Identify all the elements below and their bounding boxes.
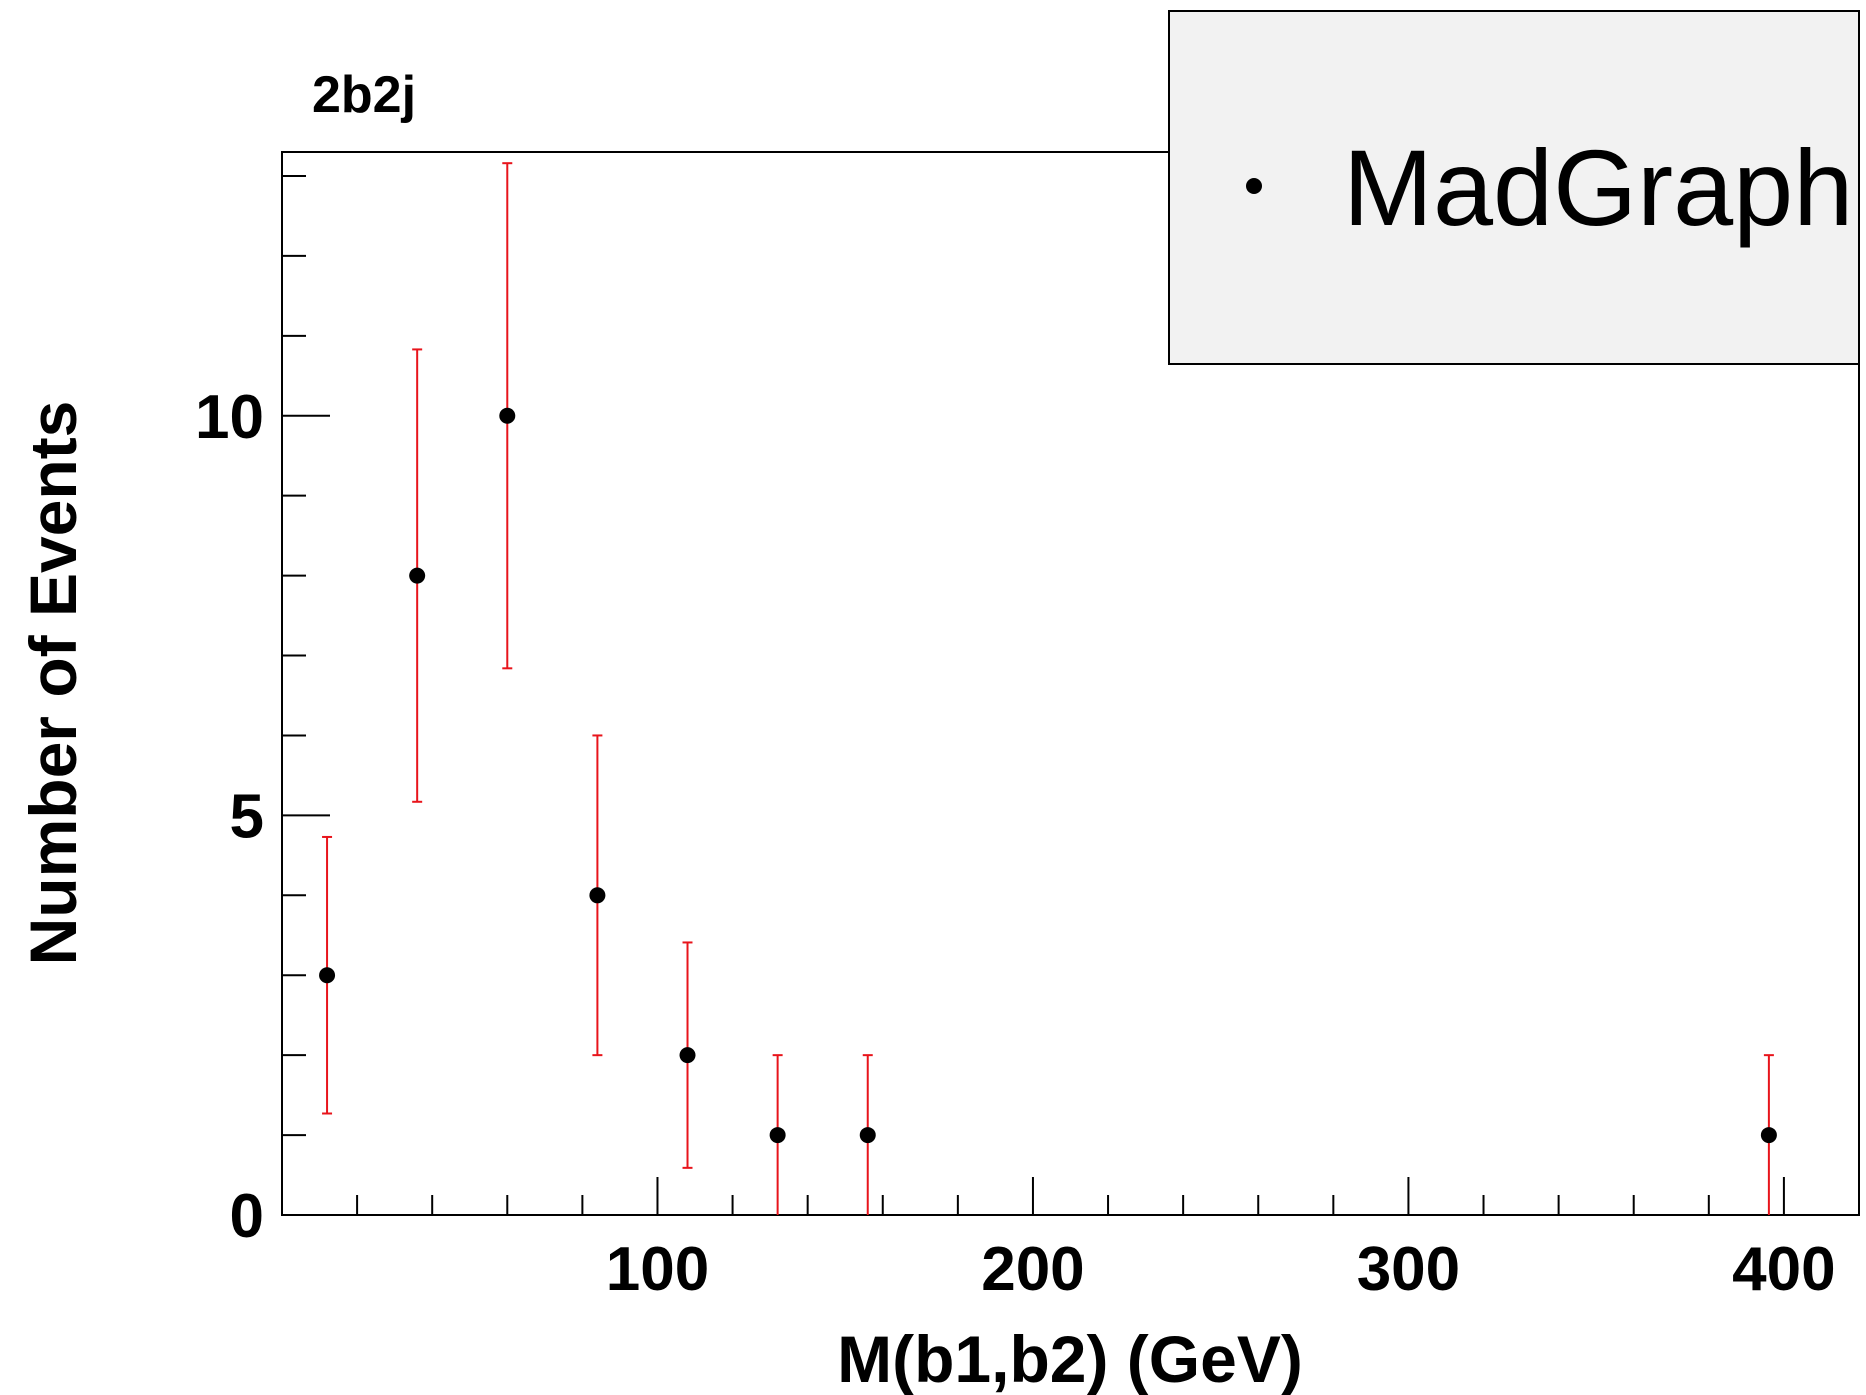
- legend-entry: MadGraph: [1343, 127, 1853, 248]
- legend-marker: [1246, 178, 1262, 194]
- data-point: [499, 407, 516, 424]
- data-point: [589, 887, 606, 904]
- data-point: [859, 1127, 876, 1144]
- x-axis-label: M(b1,b2) (GeV): [837, 1322, 1303, 1395]
- legend-box: [1168, 10, 1860, 365]
- data-point: [319, 967, 336, 984]
- x-tick-label: 300: [1357, 1235, 1460, 1304]
- y-axis-label: Number of Events: [16, 401, 90, 966]
- y-tick-label: 0: [230, 1182, 264, 1251]
- x-tick-label: 100: [606, 1235, 709, 1304]
- y-tick-label: 5: [230, 782, 264, 851]
- data-point: [409, 567, 426, 584]
- y-tick-label: 10: [195, 383, 264, 452]
- data-point: [769, 1127, 786, 1144]
- x-tick-label: 200: [981, 1235, 1084, 1304]
- data-point: [1760, 1127, 1777, 1144]
- x-tick-label: 400: [1732, 1235, 1835, 1304]
- chart-title: 2b2j: [312, 66, 416, 124]
- data-point: [679, 1047, 696, 1064]
- plot-frame: [281, 151, 1860, 1216]
